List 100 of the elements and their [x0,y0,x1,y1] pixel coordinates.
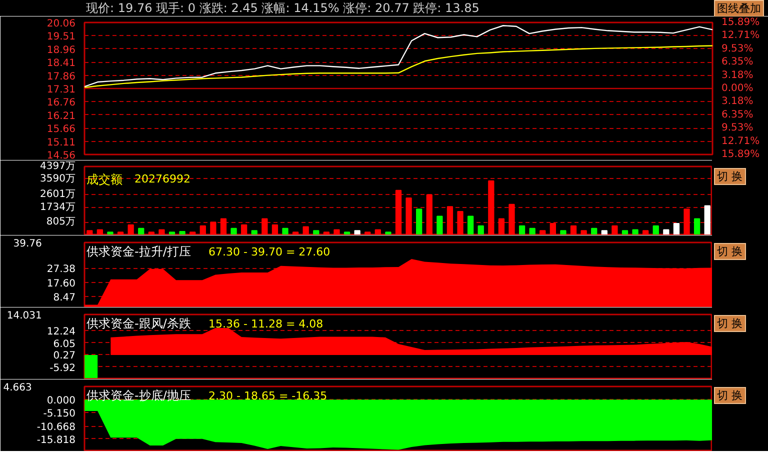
bar [416,208,422,234]
y2-tick-label: 6.35% [722,109,754,120]
y2-tick-label: 6.35% [722,56,754,68]
bar [478,225,484,234]
bar [313,230,320,234]
bar [302,226,309,234]
y-tick-label: 18.41 [46,58,76,70]
text: 20276992 [134,172,190,186]
y-tick-label: 19.51 [46,32,76,43]
bar [684,208,690,234]
text: 39.76 [13,238,42,250]
chart-subtitle: 67.30 - 39.70 = 27.60 [208,246,330,258]
bar [540,230,546,234]
y-tick-label: 805万 [46,216,76,228]
bar [529,228,536,234]
bar [272,224,278,234]
text: 切 换 [714,168,746,185]
y2-tick-label: 9.53% [722,122,754,134]
bar [96,229,104,234]
bar [467,216,474,234]
line-series [84,45,712,88]
bar [694,218,700,234]
bar [663,229,670,234]
text: 4.663 [3,382,32,394]
bar [591,228,598,234]
bar [344,232,350,234]
bar [560,230,566,234]
bar [107,232,114,234]
chart-title: 供求资金-跟风/杀跌 [86,316,191,330]
y-tick-label: 18.96 [46,44,76,56]
y-tick-label: 27.38 [46,264,76,276]
y2-tick-label: 12.71% [722,30,760,42]
bar [241,224,248,234]
y-tick-label: -15.818 [36,434,76,446]
y-tick-label: 15.11 [46,137,76,148]
y-tick-label: 14.56 [46,150,76,162]
bar [612,225,618,234]
bar [652,225,659,234]
y-tick-label: 20.06 [46,18,76,30]
bar [704,205,710,234]
bar [148,232,154,234]
y-tick-label: 1734万 [40,202,76,214]
y-tick-label: -10.668 [36,422,76,434]
bar [518,225,526,234]
y2-tick-label: 3.18% [722,96,754,108]
y2-tick-label: 9.53% [722,43,754,54]
y-tick-label: 17.60 [46,278,76,290]
bar [642,230,649,234]
chart-subtitle: 15.36 - 11.28 = 4.08 [208,318,324,330]
y-tick-label: 6.05 [53,338,76,350]
bar [128,224,134,234]
bar [323,232,330,234]
bar [601,230,608,234]
bar [570,225,577,234]
bar [550,223,556,234]
y-tick-label: 16.76 [46,98,76,109]
bar [395,190,402,234]
bar [262,218,268,234]
y-tick-label: 15.66 [46,124,76,136]
bar [282,228,288,234]
line-series [84,25,712,88]
chart-title: 供求资金-拉升/打压 [86,244,191,258]
bar [508,204,515,234]
bar [488,180,494,234]
bar [622,230,628,234]
bar [374,229,381,234]
bar [354,230,360,234]
bar [158,229,165,234]
y2-tick-label: 15.89% [722,17,760,28]
bar [426,194,432,234]
y-tick-label: 2601万 [40,188,76,200]
text: 切 换 [714,315,746,332]
y-tick-label: 12.24 [46,326,76,338]
y-tick-label: 0.000 [46,396,76,407]
y2-tick-label: 0.00% [722,83,754,94]
bar [632,229,638,234]
text: 切 换 [714,387,746,404]
bar [292,232,299,234]
chart-subtitle: 2.30 - 18.65 = -16.35 [208,390,328,402]
bar [457,210,464,234]
text: 图线叠加 [714,0,764,17]
y-tick-label: 3590万 [40,173,76,184]
bar [138,228,144,234]
y-tick-label: 4397万 [40,161,76,172]
bar [385,232,392,234]
bar [168,232,176,234]
chart-title: 供求资金-抄底/抛压 [86,388,191,402]
bar [220,218,227,234]
bar [673,223,680,234]
y-tick-label: 17.31 [46,84,76,96]
bar [580,230,587,234]
y-tick-label: 17.86 [46,71,76,82]
text: 14.031 [6,310,42,322]
y-tick-label: 16.21 [46,110,76,122]
bar [200,225,206,234]
chart-title: 现价: 19.76 现手: 0 涨跌: 2.45 涨幅: 14.15% 涨停: 20.77 跌停: 13.85 [86,1,480,15]
y-tick-label: -5.92 [50,362,76,374]
bar [210,222,216,234]
y2-tick-label: 12.71% [722,136,760,147]
text: 切 换 [714,243,746,260]
